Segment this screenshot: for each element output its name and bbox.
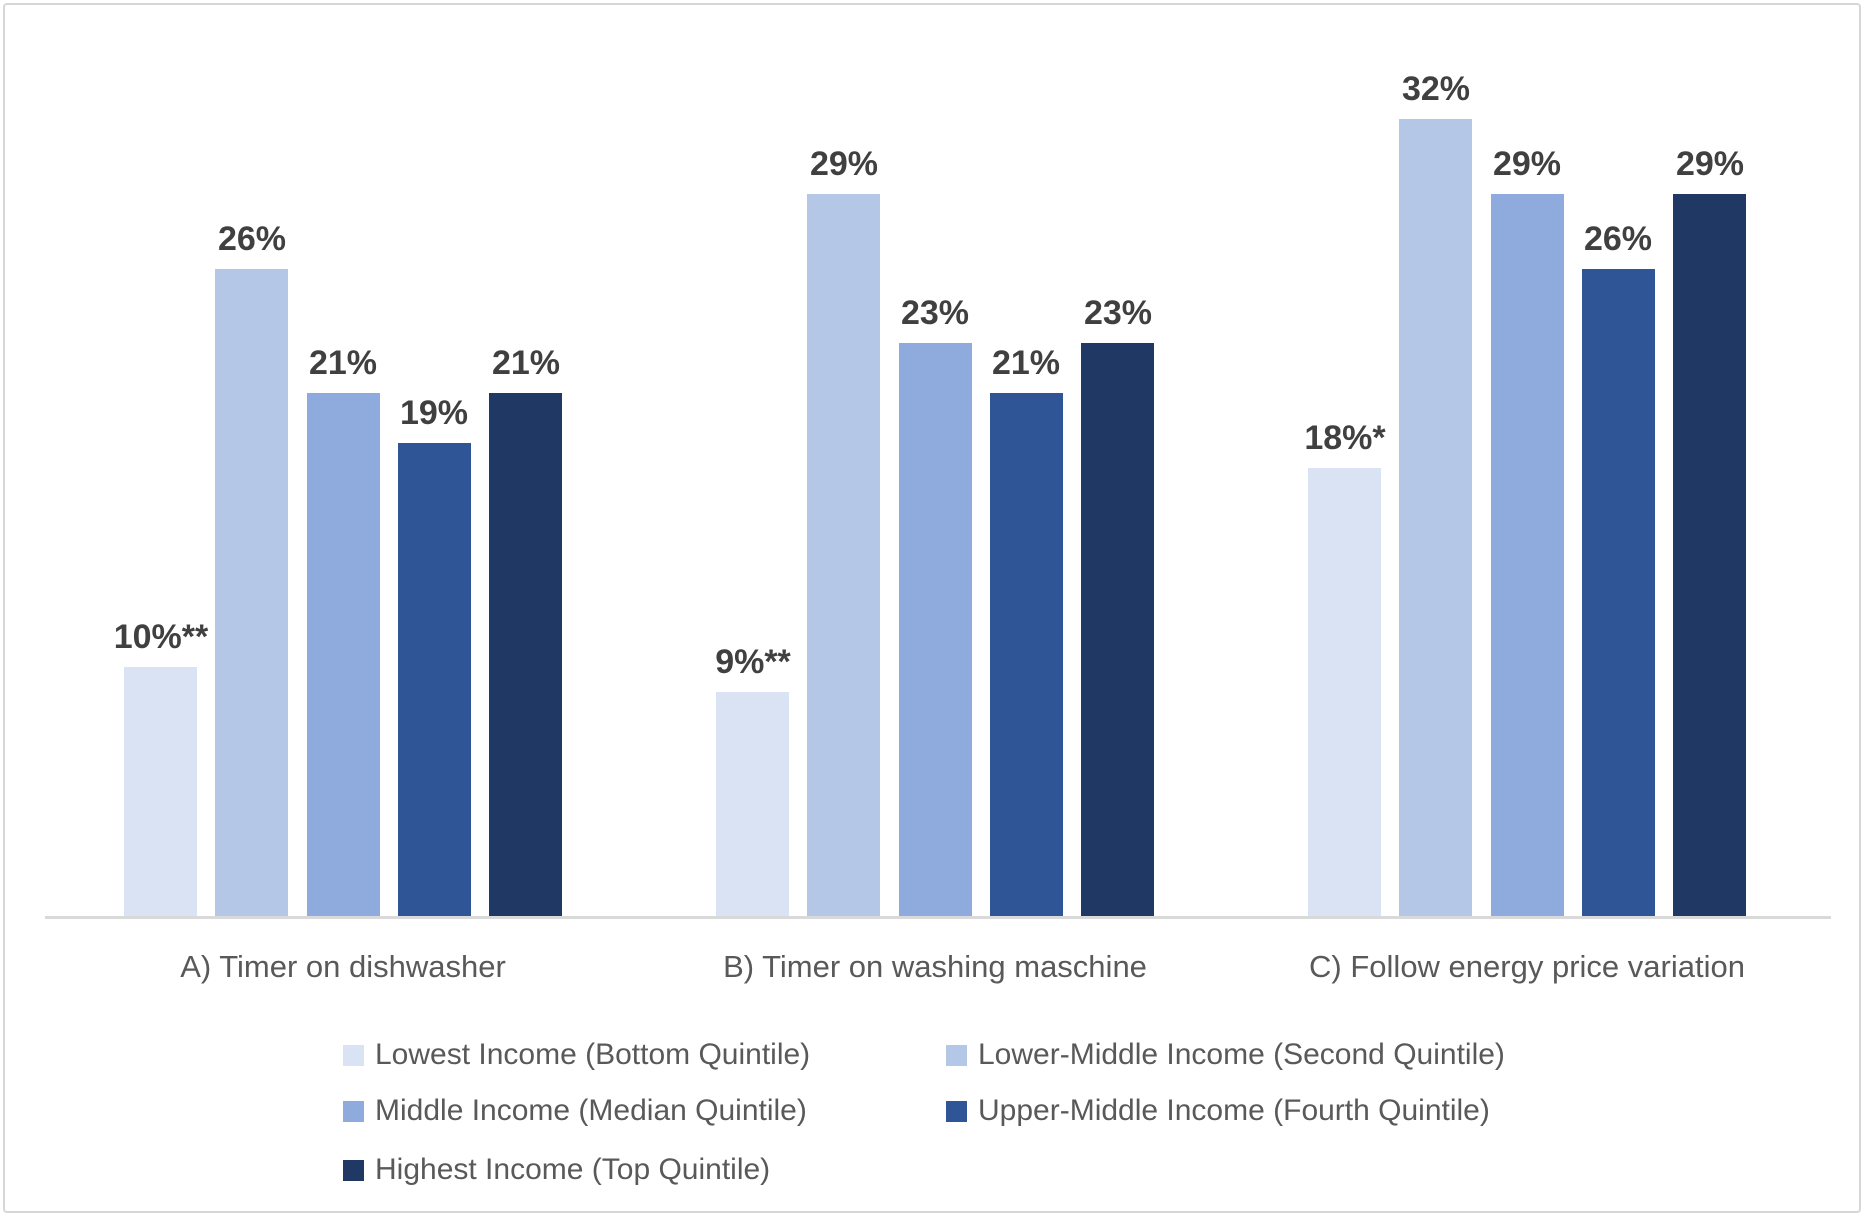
legend-item: Lowest Income (Bottom Quintile) — [343, 1035, 810, 1075]
bar-value-label: 29% — [1675, 145, 1745, 183]
bar-value-label: 10%** — [113, 618, 209, 656]
bar-series5-group1 — [489, 393, 562, 916]
bar-value-label: 9%** — [715, 643, 791, 681]
legend-label: Lowest Income (Bottom Quintile) — [375, 1038, 811, 1071]
bar-series3-group1 — [307, 393, 380, 916]
x-axis-line — [45, 916, 1831, 919]
legend-label: Lower-Middle Income (Second Quintile) — [978, 1038, 1505, 1071]
bar-value-label: 26% — [217, 220, 287, 258]
legend-item: Middle Income (Median Quintile) — [343, 1091, 807, 1131]
bar-value-label: 29% — [809, 145, 879, 183]
legend-swatch-icon — [343, 1159, 364, 1181]
legend-swatch-icon — [343, 1044, 364, 1066]
bar-value-label: 21% — [491, 344, 561, 382]
bar-value-label: 21% — [308, 344, 378, 382]
legend-swatch-icon — [343, 1100, 364, 1122]
bar-value-label: 21% — [991, 344, 1061, 382]
bar-series2-group1 — [215, 269, 288, 916]
category-label-c: C) Follow energy price variation — [1309, 949, 1745, 984]
bar-series2-group2 — [807, 194, 880, 916]
legend-swatch-icon — [946, 1100, 967, 1122]
bar-series5-group2 — [1081, 343, 1154, 916]
bar-series3-group2 — [899, 343, 972, 916]
bar-value-label: 29% — [1492, 145, 1562, 183]
legend-item: Lower-Middle Income (Second Quintile) — [946, 1035, 1505, 1075]
bar-series1-group3 — [1308, 468, 1381, 916]
bar-value-label: 23% — [900, 294, 970, 332]
legend-label: Upper-Middle Income (Fourth Quintile) — [978, 1094, 1490, 1127]
bar-series1-group2 — [716, 692, 789, 916]
category-label-a: A) Timer on dishwasher — [180, 949, 506, 984]
chart-frame: 10%** 26% 21% 19% 21% 9%** 29% 23% 21% 23% 18%* 32%… — [3, 3, 1861, 1213]
bar-series4-group3 — [1582, 269, 1655, 916]
bar-series3-group3 — [1491, 194, 1564, 916]
bar-value-label: 32% — [1401, 70, 1471, 108]
bar-value-label: 26% — [1583, 220, 1653, 258]
bar-series5-group3 — [1673, 194, 1746, 916]
bar-series4-group1 — [398, 443, 471, 916]
category-label-b: B) Timer on washing maschine — [723, 949, 1147, 984]
bar-series2-group3 — [1399, 119, 1472, 916]
bar-value-label: 19% — [399, 394, 469, 432]
legend-swatch-icon — [946, 1044, 967, 1066]
bar-series1-group1 — [124, 667, 197, 916]
legend-item: Highest Income (Top Quintile) — [343, 1150, 770, 1190]
legend-label: Highest Income (Top Quintile) — [375, 1153, 771, 1186]
bar-series4-group2 — [990, 393, 1063, 916]
bar-value-label: 23% — [1083, 294, 1153, 332]
legend-label: Middle Income (Median Quintile) — [375, 1094, 807, 1127]
bar-value-label: 18%* — [1304, 419, 1386, 457]
legend-item: Upper-Middle Income (Fourth Quintile) — [946, 1091, 1490, 1131]
